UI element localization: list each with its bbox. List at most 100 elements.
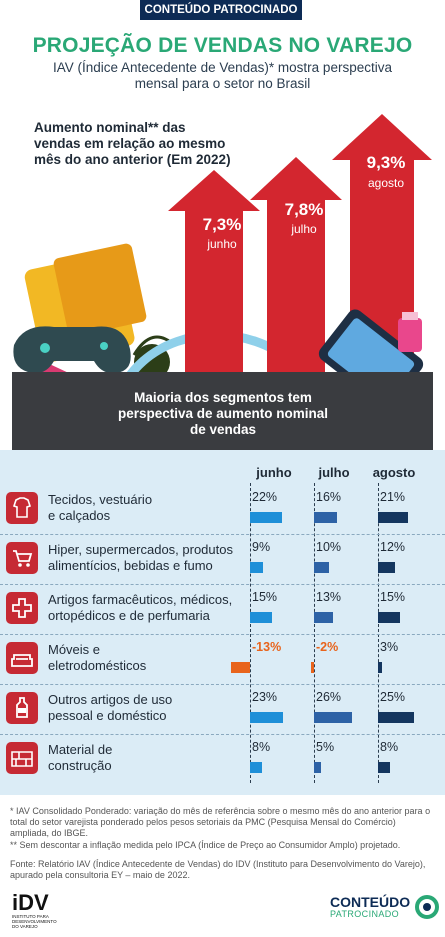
shopping-bag-shape-2 [53, 243, 147, 337]
bar-agosto [378, 612, 400, 623]
bottle-icon [16, 697, 28, 718]
arrow-julho-month: julho [290, 222, 317, 236]
value-label-julho: -2% [316, 640, 339, 654]
value-label-junho: 8% [252, 740, 271, 754]
perfume-shape [398, 318, 422, 352]
segment-label-line2: pessoal e doméstico [48, 708, 167, 723]
arrow-agosto [332, 114, 432, 282]
value-label-agosto: 21% [380, 490, 406, 504]
arrow-junho [168, 170, 260, 282]
sponsored-logo-icon [415, 895, 440, 919]
arrow-julho [250, 157, 342, 282]
arrow-agosto-month: agosto [368, 176, 404, 190]
arrow-agosto-value: 9,3% [367, 153, 406, 172]
arrow-junho-value: 7,3% [203, 215, 242, 234]
segments-panel [0, 450, 445, 795]
row-divider [0, 534, 445, 535]
value-label-agosto: 25% [380, 690, 406, 704]
column-axis-julho [314, 483, 315, 783]
bar-julho [311, 662, 314, 673]
bar-junho [250, 512, 282, 523]
segment-note-box [12, 372, 433, 450]
idv-logo: iDV INSTITUTO PARA DESENVOLVIMENTO DO VA… [12, 890, 60, 930]
segment-icon-2 [6, 542, 38, 574]
sponsored-content-logo: CONTEÚDO PATROCINADO [330, 894, 440, 920]
bar-agosto [378, 662, 383, 673]
segment-label-line2: ortopédicos e de perfumaria [48, 608, 210, 623]
value-label-julho: 13% [316, 590, 342, 604]
value-label-julho: 26% [316, 690, 342, 704]
segment-label: Artigos farmacêuticos, médicos, ortopédic… [48, 592, 248, 624]
segment-label-line1: Móveis e [48, 642, 101, 657]
segment-label-line2: e calçados [48, 508, 111, 523]
shopping-cart-icon [13, 550, 33, 567]
value-label-junho: -13% [252, 640, 282, 654]
segment-icon-6 [6, 742, 38, 774]
value-label-agosto: 3% [380, 640, 399, 654]
bar-junho [250, 612, 272, 623]
segment-label-line2: construção [48, 758, 112, 773]
segment-icon-3 [6, 592, 38, 624]
bar-julho [314, 762, 322, 773]
bar-agosto [378, 512, 409, 523]
footnote-source: Fonte: Relatório IAV (Índice Antecedente… [10, 859, 426, 880]
value-label-junho: 9% [252, 540, 271, 554]
column-header-julho: julho [318, 465, 350, 480]
column-header-junho: junho [256, 465, 292, 480]
segment-label-line2: eletrodomésticos [48, 658, 147, 673]
bar-junho [250, 712, 284, 723]
segment-label-line2: alimentícios, bebidas e fumo [48, 558, 213, 573]
gamepad-shape [13, 326, 131, 374]
idv-logo-text: iDV [12, 890, 49, 915]
row-divider [0, 684, 445, 685]
segment-icon-4 [6, 642, 38, 674]
bar-julho [314, 612, 333, 623]
value-label-julho: 16% [316, 490, 342, 504]
sponsored-logo-line1: CONTEÚDO [330, 893, 411, 910]
hero-label: Aumento nominal** das vendas em relação … [34, 120, 231, 167]
page-subtitle: IAV (Índice Antecedente de Vendas)* most… [53, 60, 392, 91]
segment-label: Tecidos, vestuário e calçados [48, 492, 248, 524]
value-label-julho: 5% [316, 740, 335, 754]
segment-label: Material de construção [48, 742, 248, 774]
row-divider [0, 634, 445, 635]
bricks-icon [11, 751, 33, 767]
segment-label-line1: Outros artigos de uso [48, 692, 173, 707]
value-label-junho: 15% [252, 590, 278, 604]
segment-label-line1: Artigos farmacêuticos, médicos, [48, 592, 233, 607]
medical-cross-icon [12, 598, 32, 618]
row-divider [0, 734, 445, 735]
bar-julho [314, 512, 338, 523]
bar-junho [250, 562, 264, 573]
segment-icon-5 [6, 692, 38, 724]
footnote-inflation: ** Sem descontar a inflação medida pelo … [10, 840, 401, 850]
value-label-junho: 23% [252, 690, 278, 704]
clothing-icon [12, 497, 32, 518]
bar-agosto [378, 712, 415, 723]
column-axis-agosto [378, 483, 379, 783]
idv-logo-subtext: INSTITUTO PARA DESENVOLVIMENTO DO VAREJO [12, 914, 57, 929]
segment-icon-1 [6, 492, 38, 524]
sponsored-logo-line2: PATROCINADO [330, 908, 400, 919]
arrow-julho-value: 7,8% [285, 200, 324, 219]
bar-julho [314, 562, 329, 573]
segment-label-line1: Material de [48, 742, 113, 757]
value-label-julho: 10% [316, 540, 342, 554]
value-label-agosto: 8% [380, 740, 399, 754]
bar-junho [231, 662, 250, 673]
column-header-agosto: agosto [372, 465, 416, 480]
segment-label-line1: Hiper, supermercados, produtos [48, 542, 233, 557]
arrow-junho-month: junho [206, 237, 237, 251]
bar-junho [250, 762, 262, 773]
bar-agosto [378, 562, 396, 573]
column-axis-junho [250, 483, 251, 783]
sponsored-banner: CONTEÚDO PATROCINADO [140, 0, 302, 20]
value-label-agosto: 12% [380, 540, 406, 554]
segment-label: Móveis e eletrodomésticos [48, 642, 248, 674]
page-title: PROJEÇÃO DE VENDAS NO VAREJO [32, 34, 413, 57]
segment-label: Hiper, supermercados, produtos alimentíci… [48, 542, 248, 574]
sofa-icon [11, 654, 33, 667]
row-divider [0, 584, 445, 585]
segment-label: Outros artigos de uso pessoal e doméstico [48, 692, 248, 724]
bar-agosto [378, 762, 390, 773]
